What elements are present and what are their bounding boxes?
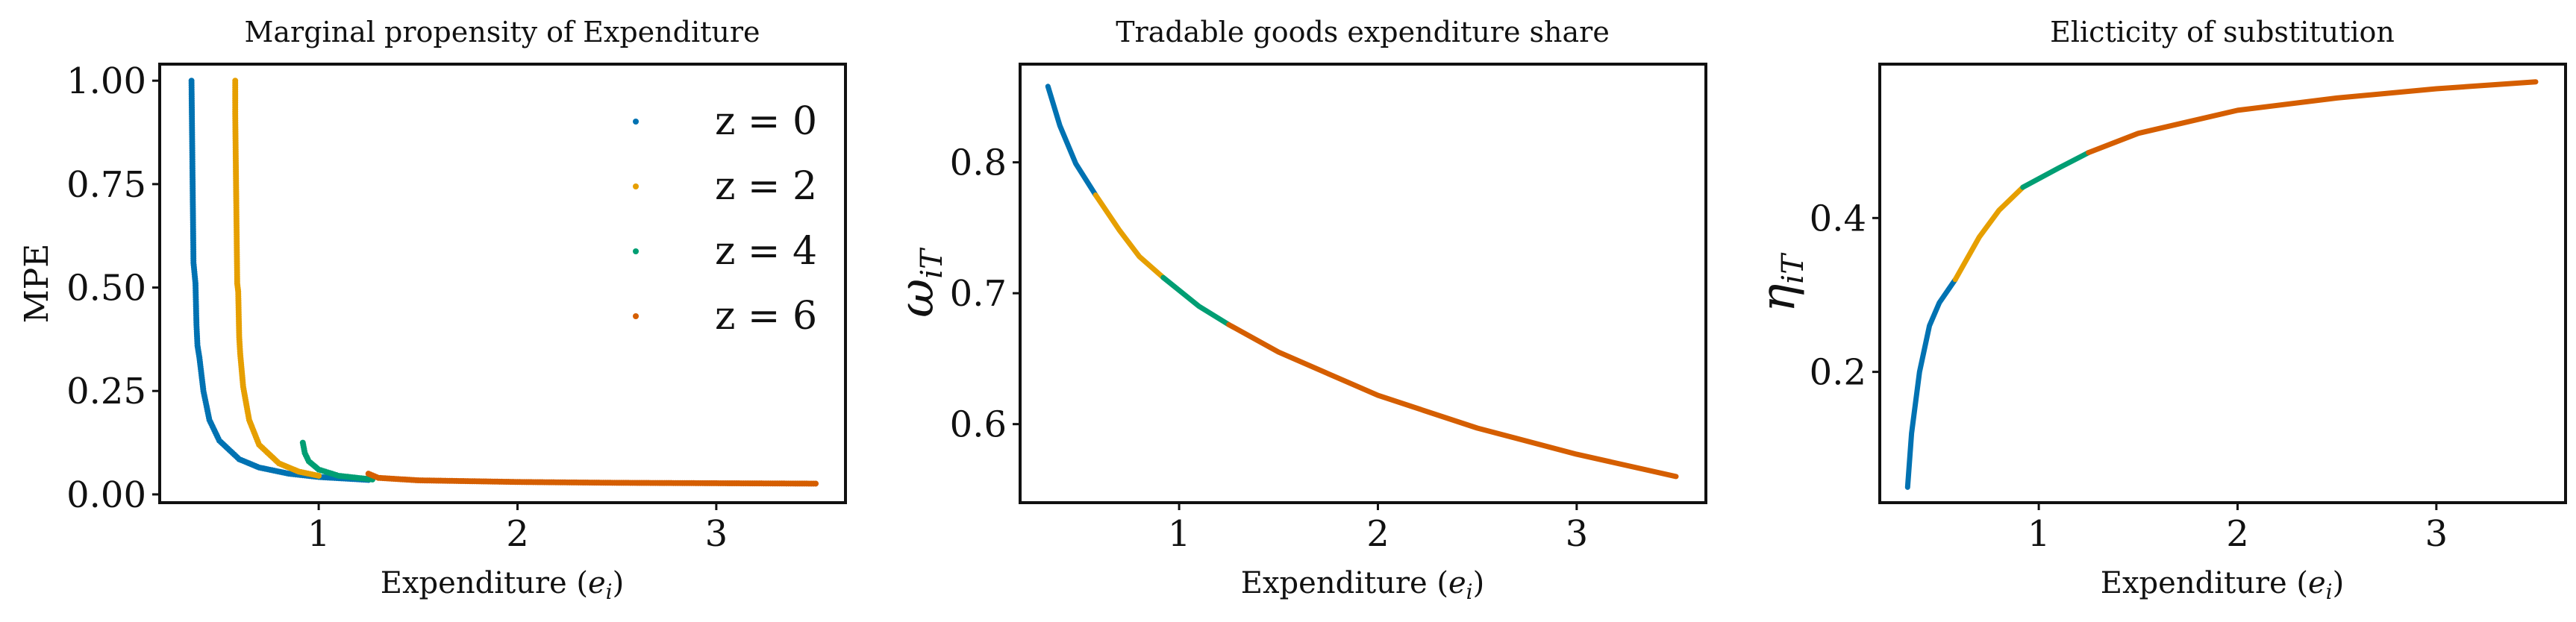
omega-line-z2 [1092, 192, 1166, 280]
eta-xlabel: Expenditure (ei) [2101, 566, 2344, 604]
omega-xlabel-var: e [1448, 566, 1466, 600]
mpe-xlabel-main: Expenditure ( [381, 566, 588, 600]
mpe-xlabel-sub: i [606, 579, 613, 604]
mpe-legend: z = 0 z = 2 z = 4 z = 6 [633, 99, 817, 339]
panel-eta: 1 2 3 0.2 0.4 Elicticity of substitution ηiT… [1751, 16, 2567, 604]
eta-xlabel-var: e [2308, 566, 2326, 600]
omega-axes-frame [1019, 63, 1707, 504]
omega-xtick-label: 3 [1566, 513, 1589, 555]
eta-xtick-label: 2 [2226, 513, 2249, 555]
eta-ytick-label: 0.2 [1810, 352, 1866, 394]
omega-ylabel: ωiT [890, 247, 949, 318]
eta-xtick-label: 3 [2425, 513, 2448, 555]
omega-xlabel-sub: i [1466, 579, 1473, 604]
eta-line-z2 [1952, 184, 2026, 283]
mpe-xtick-label: 3 [705, 513, 728, 555]
legend-marker-z2 [633, 183, 639, 189]
mpe-xtick-label: 2 [506, 513, 529, 555]
eta-ylabel: ηiT [1751, 252, 1810, 312]
eta-axes-frame [1878, 63, 2567, 504]
omega-ytick-label: 0.7 [950, 273, 1007, 315]
mpe-title: Marginal propensity of Expenditure [244, 16, 760, 48]
mpe-axes-frame [158, 63, 847, 504]
omega-xlabel-close: ) [1473, 566, 1485, 600]
mpe-ytick-label: 0.50 [66, 268, 146, 310]
legend-marker-z6 [633, 313, 639, 319]
omega-xtick-label: 1 [1168, 513, 1191, 555]
mpe-ylabel: MPE [18, 244, 56, 324]
omega-ylabel-sym: ω [890, 279, 945, 318]
eta-title: Elicticity of substitution [2050, 16, 2395, 48]
omega-ytick-label: 0.6 [950, 404, 1007, 446]
legend-label-z4: z = 4 [715, 229, 817, 274]
panel-mpe: 1 2 3 0.00 0.25 0.50 0.75 1.00 Marginal propens… [18, 16, 847, 604]
omega-plot-area: 1 2 3 0.6 0.7 0.8 [950, 84, 1679, 555]
eta-plot-area: 1 2 3 0.2 0.4 [1810, 79, 2539, 555]
legend-label-z2: z = 2 [715, 164, 817, 209]
omega-xlabel: Expenditure (ei) [1241, 566, 1484, 604]
mpe-xlabel-var: e [588, 566, 606, 600]
omega-ytick-label: 0.8 [950, 142, 1007, 184]
omega-line-z6 [1226, 321, 1679, 480]
omega-line-z4 [1160, 274, 1232, 327]
mpe-plot-area: 1 2 3 0.00 0.25 0.50 0.75 1.00 [66, 60, 819, 555]
eta-line-z0 [1904, 277, 1958, 490]
eta-xlabel-main: Expenditure ( [2101, 566, 2308, 600]
mpe-xtick-label: 1 [307, 513, 331, 555]
omega-ylabel-sub: iT [915, 247, 949, 279]
mpe-ytick-label: 0.75 [66, 164, 146, 206]
omega-title: Tradable goods expenditure share [1116, 16, 1610, 48]
eta-ytick-label: 0.4 [1810, 198, 1866, 239]
eta-xlabel-sub: i [2326, 579, 2333, 604]
mpe-ytick-label: 0.00 [66, 474, 146, 516]
eta-line-z4 [2020, 150, 2092, 190]
legend-label-z0: z = 0 [715, 99, 817, 144]
legend-label-z6: z = 6 [715, 294, 817, 339]
mpe-point-z6 [813, 480, 819, 487]
eta-ylabel-sub: iT [1776, 252, 1810, 284]
legend-marker-z0 [633, 119, 639, 125]
eta-ylabel-sym: η [1751, 284, 1806, 312]
mpe-xlabel-close: ) [613, 566, 625, 600]
panel-omega: 1 2 3 0.6 0.7 0.8 Tradable goods expenditure … [890, 16, 1707, 604]
legend-marker-z4 [633, 248, 639, 254]
omega-xlabel-main: Expenditure ( [1241, 566, 1448, 600]
mpe-ytick-label: 1.00 [66, 60, 146, 102]
mpe-xlabel: Expenditure (ei) [381, 566, 624, 604]
eta-xlabel-close: ) [2333, 566, 2345, 600]
eta-xtick-label: 1 [2028, 513, 2051, 555]
omega-line-z0 [1045, 84, 1098, 198]
mpe-point-z2 [316, 472, 322, 479]
eta-line-z6 [2086, 79, 2539, 156]
omega-xtick-label: 2 [1366, 513, 1389, 555]
mpe-ytick-label: 0.25 [66, 371, 146, 412]
